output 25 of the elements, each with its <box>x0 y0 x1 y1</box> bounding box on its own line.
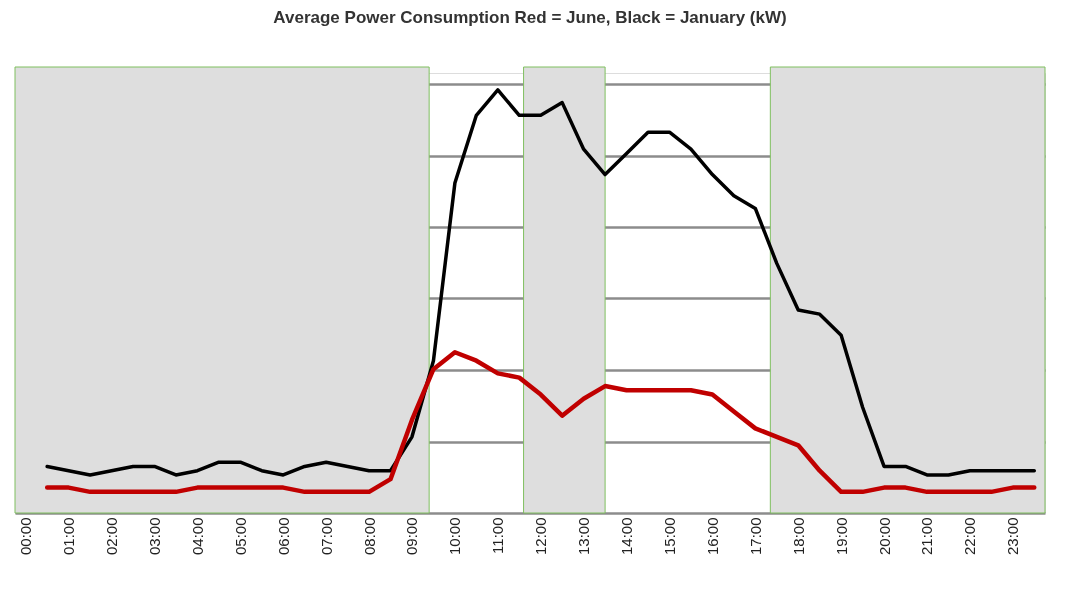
x-tick-label: 03:00 <box>145 517 163 556</box>
chart-title: Average Power Consumption Red = June, Black = January (kW) <box>273 7 787 27</box>
x-tick-label: 22:00 <box>961 517 979 556</box>
x-tick-label: 21:00 <box>918 517 936 556</box>
x-tick-label: 07:00 <box>317 517 335 556</box>
x-tick-label: 14:00 <box>618 517 636 556</box>
x-tick-label: 20:00 <box>875 517 893 556</box>
x-tick-label: 19:00 <box>832 517 850 556</box>
x-tick-label: 00:00 <box>17 517 35 556</box>
x-tick-label: 09:00 <box>403 517 421 556</box>
x-tick-label: 02:00 <box>103 517 121 556</box>
x-tick-label: 11:00 <box>489 517 507 554</box>
x-tick-label: 15:00 <box>660 517 678 556</box>
x-tick-label: 05:00 <box>231 517 249 556</box>
x-tick-label: 06:00 <box>274 517 292 556</box>
x-tick-label: 08:00 <box>360 517 378 556</box>
x-tick-label: 16:00 <box>703 517 721 556</box>
x-tick-label: 18:00 <box>789 517 807 556</box>
x-tick-label: 04:00 <box>188 517 206 556</box>
x-tick-label: 23:00 <box>1004 517 1022 556</box>
x-tick-label: 17:00 <box>746 517 764 556</box>
x-tick-label: 10:00 <box>446 517 464 556</box>
x-tick-label: 01:00 <box>60 517 78 556</box>
x-tick-label: 12:00 <box>532 517 550 556</box>
x-tick-label: 13:00 <box>575 517 593 556</box>
